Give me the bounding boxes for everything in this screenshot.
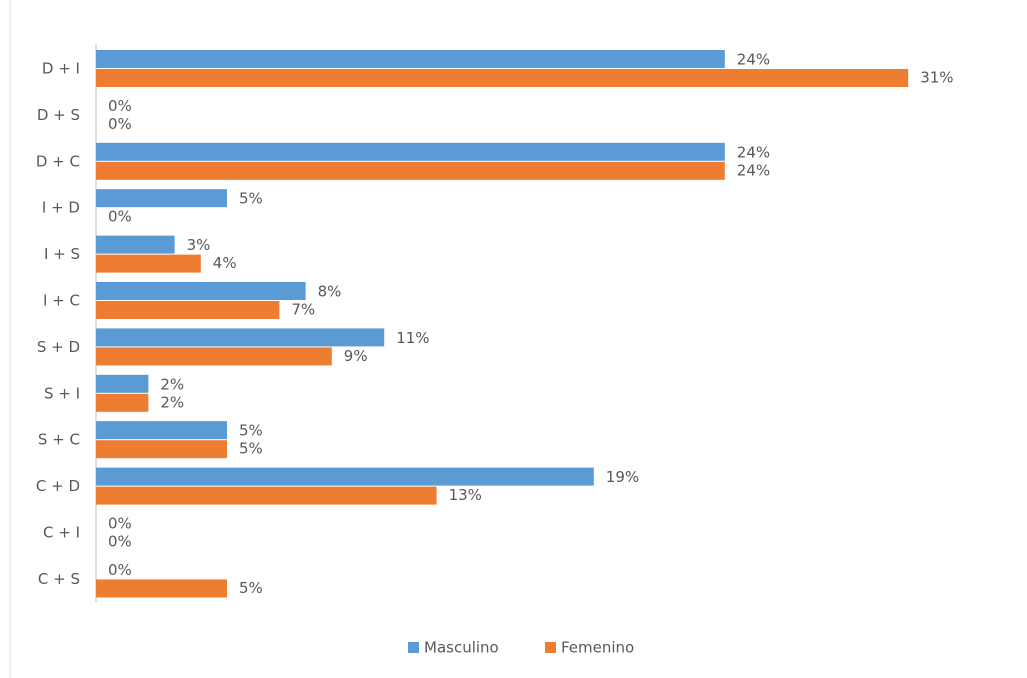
- value-label: 0%: [108, 208, 132, 226]
- category-label: I + S: [44, 245, 80, 263]
- bar: [96, 421, 227, 440]
- bar: [96, 374, 149, 393]
- value-label: 0%: [108, 533, 132, 551]
- value-label: 24%: [737, 161, 770, 179]
- category-label: D + S: [37, 106, 80, 124]
- bar: [96, 282, 306, 300]
- bar: [96, 235, 175, 254]
- value-label: 2%: [160, 375, 184, 393]
- bar: [96, 486, 437, 505]
- legend-swatch: [408, 642, 419, 653]
- value-label: 0%: [108, 515, 132, 533]
- value-label: 11%: [396, 329, 429, 347]
- legend-label: Masculino: [424, 639, 499, 657]
- value-label: 2%: [160, 393, 184, 411]
- category-label: D + I: [42, 60, 80, 78]
- bar: [96, 440, 227, 459]
- bar: [96, 301, 280, 319]
- bar: [96, 328, 385, 347]
- value-label: 7%: [291, 301, 315, 319]
- value-label: 31%: [920, 69, 953, 87]
- category-label: S + C: [38, 431, 80, 449]
- bar: [96, 254, 201, 273]
- bar: [96, 393, 149, 412]
- category-label: C + I: [43, 524, 80, 542]
- value-label: 0%: [108, 97, 132, 115]
- value-label: 5%: [239, 579, 263, 597]
- legend-swatch: [545, 642, 556, 653]
- bar: [96, 579, 227, 598]
- category-label: C + S: [38, 570, 80, 588]
- category-label: I + D: [42, 199, 80, 217]
- category-label: D + C: [36, 152, 80, 170]
- value-label: 5%: [239, 422, 263, 440]
- bar: [96, 50, 725, 68]
- value-label: 9%: [344, 347, 368, 365]
- category-label: C + D: [36, 477, 80, 495]
- category-label: S + D: [37, 338, 80, 356]
- bar: [96, 189, 227, 208]
- value-label: 8%: [318, 283, 342, 301]
- value-label: 13%: [449, 486, 482, 504]
- value-label: 0%: [108, 115, 132, 133]
- value-label: 4%: [213, 254, 237, 272]
- value-label: 19%: [606, 468, 639, 486]
- bar: [96, 347, 332, 366]
- category-label: I + C: [43, 292, 80, 310]
- value-label: 24%: [737, 143, 770, 161]
- value-label: 3%: [187, 236, 211, 254]
- bar: [96, 69, 909, 87]
- bar: [96, 161, 725, 180]
- value-label: 0%: [108, 561, 132, 579]
- category-label: S + I: [44, 384, 80, 402]
- bar: [96, 467, 594, 486]
- bar: [96, 142, 725, 161]
- value-label: 5%: [239, 190, 263, 208]
- value-label: 5%: [239, 440, 263, 458]
- value-label: 24%: [737, 51, 770, 69]
- legend-label: Femenino: [561, 639, 634, 657]
